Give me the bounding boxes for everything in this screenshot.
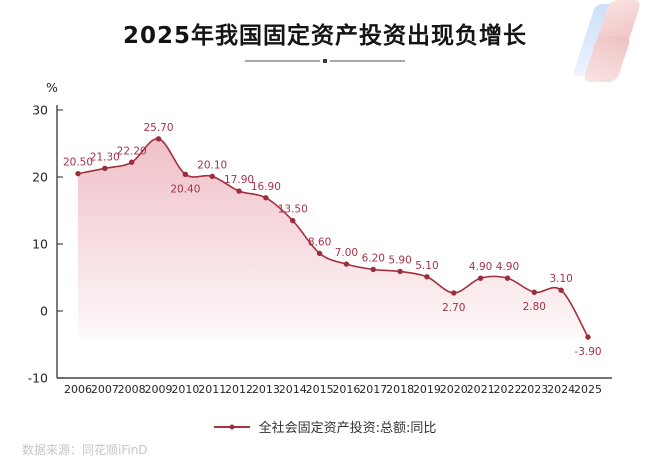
x-axis-label: 2021 bbox=[467, 383, 495, 396]
x-axis-label: 2022 bbox=[493, 383, 521, 396]
data-point-label: 22.20 bbox=[117, 145, 147, 157]
legend-dot-icon bbox=[229, 424, 235, 429]
chart-area bbox=[78, 138, 588, 338]
x-axis-label: 2007 bbox=[91, 383, 119, 396]
data-point-marker bbox=[585, 334, 591, 340]
x-axis-label: 2018 bbox=[386, 383, 414, 396]
x-axis-label: 2025 bbox=[574, 383, 602, 396]
x-axis-label: 2009 bbox=[145, 383, 173, 396]
chart-title: 2025年我国固定资产投资出现负增长 bbox=[122, 23, 527, 49]
title-divider bbox=[245, 59, 405, 63]
x-axis-label: 2017 bbox=[359, 383, 387, 396]
data-point-marker bbox=[316, 250, 323, 257]
data-point-label: 3.10 bbox=[549, 273, 572, 285]
data-point-marker bbox=[128, 159, 135, 165]
divider-dot bbox=[323, 59, 327, 63]
y-axis-unit-label: % bbox=[46, 80, 58, 95]
x-axis-label: 2012 bbox=[225, 383, 253, 396]
data-point-marker bbox=[424, 274, 430, 280]
data-point-label: -3.90 bbox=[574, 346, 601, 358]
x-axis-label: 2024 bbox=[547, 383, 575, 396]
x-axis-label: 2011 bbox=[198, 383, 226, 396]
data-point-label: 6.20 bbox=[362, 252, 385, 264]
data-point-label: 5.90 bbox=[388, 254, 411, 266]
data-point-marker bbox=[531, 289, 538, 295]
x-axis-label: 2010 bbox=[171, 383, 199, 396]
data-point-label: 20.40 bbox=[170, 183, 200, 195]
divider-line-left bbox=[245, 60, 320, 62]
y-axis-label: 10 bbox=[32, 237, 48, 252]
data-point-marker bbox=[263, 195, 269, 201]
x-axis-label: 2008 bbox=[118, 383, 146, 396]
data-point-marker bbox=[75, 170, 81, 177]
data-point-label: 16.90 bbox=[251, 181, 281, 193]
data-point-label: 20.50 bbox=[63, 157, 93, 169]
x-axis-label: 2006 bbox=[64, 383, 92, 396]
data-point-marker bbox=[182, 171, 189, 178]
data-point-marker bbox=[209, 173, 215, 180]
y-axis-label: 20 bbox=[32, 170, 48, 185]
data-point-label: 17.90 bbox=[224, 174, 254, 186]
legend-label: 全社会固定资产投资:总额:同比 bbox=[258, 421, 437, 436]
legend-line-marker-icon bbox=[213, 424, 250, 429]
data-point-marker bbox=[504, 275, 511, 281]
data-point-label: 13.50 bbox=[278, 204, 308, 216]
x-axis-label: 2016 bbox=[332, 383, 360, 396]
x-axis-label: 2020 bbox=[440, 383, 468, 396]
data-point-label: 2.70 bbox=[442, 302, 465, 314]
data-point-marker bbox=[397, 268, 403, 275]
data-point-marker bbox=[558, 287, 564, 293]
data-point-marker bbox=[236, 188, 242, 194]
data-point-label: 2.80 bbox=[523, 301, 546, 313]
x-axis-label: 2015 bbox=[306, 383, 334, 396]
data-source-note: 数据来源：同花顺iFinD bbox=[22, 443, 148, 457]
data-point-marker bbox=[102, 165, 108, 171]
y-axis-label: 30 bbox=[32, 103, 48, 118]
data-point-label: 7.00 bbox=[335, 247, 358, 259]
data-point-label: 4.90 bbox=[496, 261, 519, 273]
data-point-marker bbox=[290, 217, 296, 224]
data-point-marker bbox=[370, 266, 376, 273]
data-point-label: 20.10 bbox=[197, 159, 227, 171]
data-point-marker bbox=[451, 290, 457, 296]
data-point-label: 25.70 bbox=[143, 122, 173, 134]
data-point-marker bbox=[343, 261, 350, 267]
data-point-marker bbox=[477, 275, 484, 281]
y-axis-label: 0 bbox=[40, 304, 48, 319]
x-axis-label: 2019 bbox=[413, 383, 441, 396]
y-axis-label: -10 bbox=[28, 371, 48, 386]
x-axis-label: 2014 bbox=[279, 383, 307, 396]
data-point-label: 8.60 bbox=[308, 236, 331, 248]
data-point-label: 4.90 bbox=[469, 261, 492, 273]
divider-line-right bbox=[330, 60, 405, 62]
data-point-label: 21.30 bbox=[90, 151, 120, 163]
data-point-label: 5.10 bbox=[415, 260, 438, 272]
x-axis-label: 2023 bbox=[520, 383, 548, 396]
x-axis-label: 2013 bbox=[252, 383, 280, 396]
data-point-marker bbox=[155, 136, 162, 142]
legend[interactable]: 全社会固定资产投资:总额:同比 bbox=[0, 417, 650, 436]
